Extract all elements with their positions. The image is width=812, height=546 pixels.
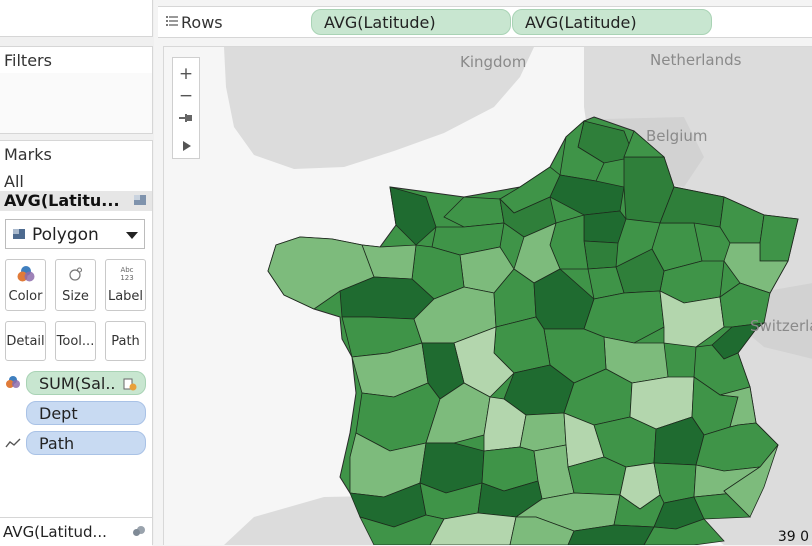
marks-layer-tab-bottom[interactable]: AVG(Latitud... bbox=[0, 517, 152, 546]
label-button-label: Label bbox=[107, 289, 144, 304]
svg-text:Abc: Abc bbox=[120, 266, 133, 274]
map-label-belgium: Belgium bbox=[646, 127, 708, 145]
region-manche bbox=[389, 186, 437, 246]
color-encoding-icon bbox=[6, 376, 20, 388]
path-button-label: Path bbox=[111, 334, 140, 349]
france-map[interactable] bbox=[164, 47, 812, 545]
polygon-icon bbox=[13, 229, 25, 239]
polygon-layer-icon bbox=[134, 195, 146, 205]
label-button[interactable]: Abc 123 Label bbox=[105, 259, 146, 311]
region-bouches-rhone bbox=[643, 518, 725, 545]
text-label-icon: Abc 123 bbox=[120, 266, 133, 282]
bottom-layer-label: AVG(Latitud... bbox=[3, 523, 107, 541]
size-icon bbox=[69, 267, 83, 281]
mark-type-dropdown[interactable]: Polygon bbox=[5, 219, 145, 249]
pin-icon[interactable] bbox=[179, 112, 193, 124]
region-oise bbox=[583, 210, 627, 244]
filters-title: Filters bbox=[4, 51, 52, 70]
marks-title: Marks bbox=[4, 145, 52, 164]
rows-icon bbox=[166, 16, 178, 26]
color-button-label: Color bbox=[8, 289, 43, 304]
color-field-label: SUM(Sal.. bbox=[39, 374, 116, 393]
measure-filter-icon bbox=[123, 378, 137, 391]
detail-button[interactable]: Detail bbox=[5, 321, 46, 361]
map-label-switzerland: Switzerla bbox=[750, 317, 812, 335]
pages-card bbox=[0, 0, 153, 37]
region-creuse bbox=[519, 412, 567, 452]
tooltip-button[interactable]: Tool... bbox=[55, 321, 96, 361]
rows-pill-1[interactable]: AVG(Latitude) bbox=[311, 9, 511, 35]
circle-mark-icon bbox=[133, 526, 145, 536]
left-pane: Filters Marks All AVG(Latitu... Polygon … bbox=[0, 0, 154, 546]
size-button-label: Size bbox=[62, 289, 89, 304]
uk-landmass bbox=[224, 47, 534, 169]
detail-field-pill[interactable]: Dept bbox=[26, 401, 146, 425]
region-vosges bbox=[723, 242, 789, 294]
detail-button-label: Detail bbox=[6, 334, 45, 349]
region-meuse bbox=[659, 186, 725, 228]
coordinate-readout: 39 0 bbox=[777, 529, 809, 545]
marks-card: Marks All AVG(Latitu... Polygon Color bbox=[0, 140, 153, 546]
path-button[interactable]: Path bbox=[105, 321, 146, 361]
tooltip-button-label: Tool... bbox=[56, 334, 95, 349]
filters-drop-area[interactable] bbox=[0, 73, 152, 133]
path-field-label: Path bbox=[39, 434, 75, 453]
color-field-pill[interactable]: SUM(Sal.. bbox=[26, 371, 146, 395]
path-encoding-icon bbox=[5, 438, 21, 448]
region-cote-or bbox=[659, 290, 725, 348]
color-button[interactable]: Color bbox=[5, 259, 46, 311]
marks-layer-label: AVG(Latitu... bbox=[4, 191, 120, 210]
map-label-kingdom: Kingdom bbox=[460, 53, 527, 71]
zoom-out-button[interactable]: − bbox=[178, 86, 194, 106]
svg-text:123: 123 bbox=[120, 274, 133, 282]
detail-field-label: Dept bbox=[39, 404, 78, 423]
filters-card[interactable]: Filters bbox=[0, 46, 153, 134]
rows-shelf-label: Rows bbox=[181, 13, 223, 32]
map-view[interactable]: Kingdom Netherlands Belgium Switzerla + … bbox=[163, 46, 812, 545]
map-label-netherlands: Netherlands bbox=[650, 51, 742, 69]
play-arrow-icon bbox=[183, 141, 191, 151]
color-icon bbox=[17, 266, 35, 282]
region-paris bbox=[583, 240, 619, 270]
zoom-in-button[interactable]: + bbox=[178, 64, 194, 84]
rows-pill-2[interactable]: AVG(Latitude) bbox=[512, 9, 712, 35]
marks-layer-tab[interactable]: AVG(Latitu... bbox=[0, 191, 152, 211]
mark-type-value: Polygon bbox=[32, 225, 99, 245]
path-field-pill[interactable]: Path bbox=[26, 431, 146, 455]
size-button[interactable]: Size bbox=[55, 259, 96, 311]
chevron-down-icon bbox=[126, 232, 138, 239]
rows-shelf[interactable]: Rows AVG(Latitude) AVG(Latitude) bbox=[158, 6, 812, 38]
marks-all-tab[interactable]: All bbox=[4, 172, 24, 191]
region-ardennes bbox=[623, 130, 666, 158]
region-alpes-maritimes bbox=[723, 444, 779, 518]
map-toolbar-expand-button[interactable] bbox=[172, 133, 200, 159]
